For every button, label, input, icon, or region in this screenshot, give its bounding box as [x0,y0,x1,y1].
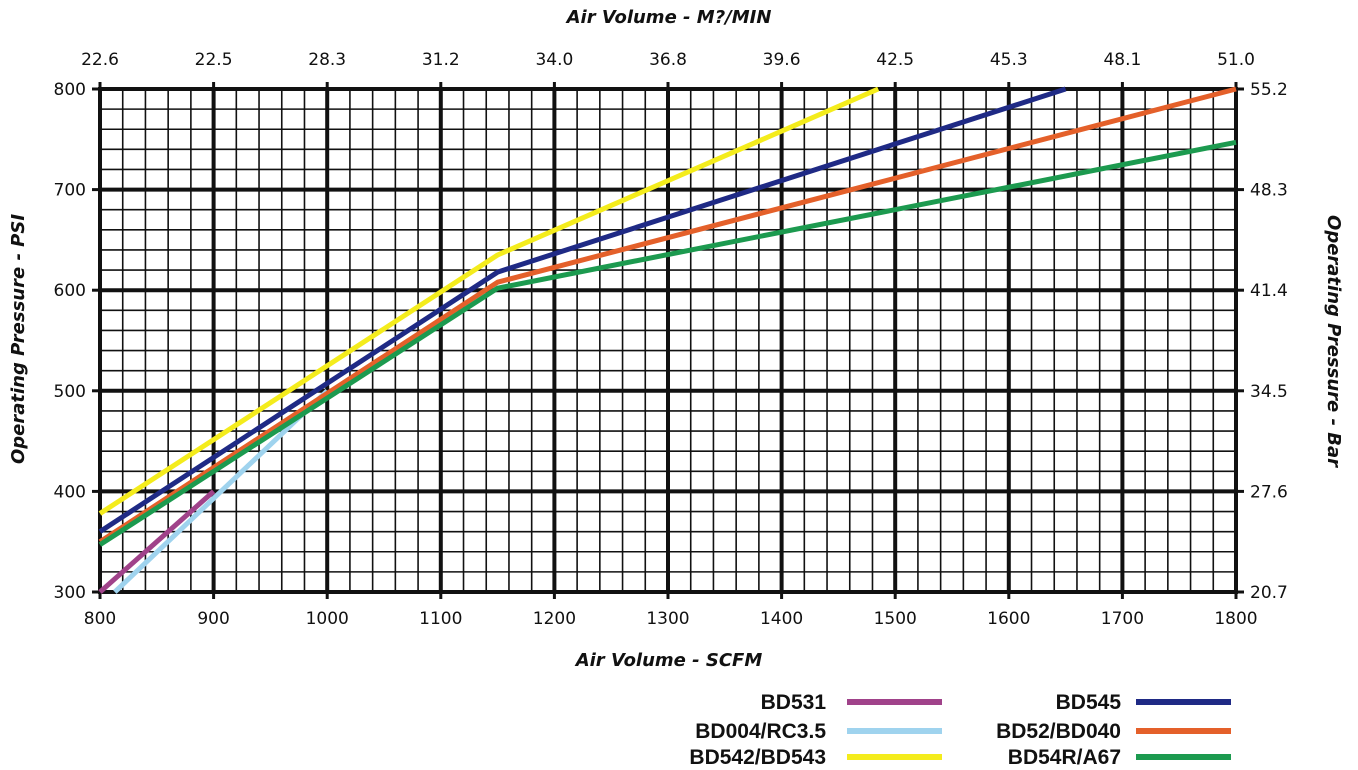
legend-label: BD542/BD543 [689,746,826,769]
right-tick-label: 27.6 [1250,482,1288,502]
legend-label: BD531 [761,691,827,714]
grid [92,82,1244,599]
bottom-tick-label: 800 [84,609,116,629]
left-axis-title: Operating Pressure - PSI [8,214,29,464]
bottom-tick-label: 1800 [1214,609,1257,629]
legend-label: BD54R/A67 [1008,746,1121,769]
right-tick-label: 55.2 [1250,80,1288,100]
bottom-tick-label: 1700 [1101,609,1144,629]
legend-label: BD52/BD040 [996,720,1121,743]
bottom-tick-label: 900 [197,609,229,629]
top-tick-label: 22.5 [195,50,233,70]
top-tick-label: 22.6 [81,50,119,70]
bottom-axis-title: Air Volume - SCFM [574,650,763,671]
top-tick-label: 48.1 [1103,50,1141,70]
top-axis-title: Air Volume - M?/MIN [565,7,772,28]
bottom-tick-label: 1200 [533,609,576,629]
top-tick-label: 34.0 [535,50,573,70]
bottom-tick-label: 1600 [987,609,1030,629]
left-tick-label: 300 [54,583,86,603]
top-tick-label: 42.5 [876,50,914,70]
legend-item: BD531 [761,691,942,714]
top-tick-label: 45.3 [990,50,1028,70]
series-line-bd531 [98,489,216,594]
top-tick-label: 39.6 [763,50,801,70]
series-line-bd54r-a67 [98,139,1237,547]
left-tick-label: 400 [54,482,86,502]
top-tick-label: 51.0 [1217,50,1255,70]
series-line-bd004-rc3-5 [113,388,329,594]
right-tick-label: 20.7 [1250,583,1288,603]
bottom-tick-label: 1100 [419,609,462,629]
left-tick-label: 800 [54,80,86,100]
bottom-tick-label: 1400 [760,609,803,629]
legend-item: BD54R/A67 [1008,746,1231,769]
legend-item: BD545 [1056,691,1231,714]
top-tick-label: 31.2 [422,50,460,70]
legend: BD531 BD004/RC3.5 BD542/BD543 BD545 BD52/BD0… [689,691,1231,769]
top-tick-label: 36.8 [649,50,687,70]
bottom-tick-label: 1500 [874,609,917,629]
series-lines [98,86,1237,594]
legend-label: BD545 [1056,691,1122,714]
top-tick-label: 28.3 [308,50,346,70]
series-line-bd52-bd040 [98,86,1237,544]
legend-label: BD004/RC3.5 [695,720,826,743]
bottom-tick-label: 1300 [646,609,689,629]
bottom-tick-label: 1000 [306,609,349,629]
series-line-bd542-bd543 [98,86,880,516]
tick-labels: 800 900 1000 1100 1200 1300 1400 1500 1600 1700 18… [54,50,1288,629]
right-tick-label: 48.3 [1250,181,1288,201]
left-tick-label: 600 [54,281,86,301]
left-tick-label: 700 [54,181,86,201]
right-tick-label: 41.4 [1250,281,1288,301]
legend-item: BD52/BD040 [996,720,1231,743]
right-axis-title: Operating Pressure - Bar [1323,215,1344,468]
right-tick-label: 34.5 [1250,382,1288,402]
legend-item: BD004/RC3.5 [695,720,942,743]
series-line-bd545 [98,86,1067,534]
legend-item: BD542/BD543 [689,746,942,769]
left-tick-label: 500 [54,382,86,402]
